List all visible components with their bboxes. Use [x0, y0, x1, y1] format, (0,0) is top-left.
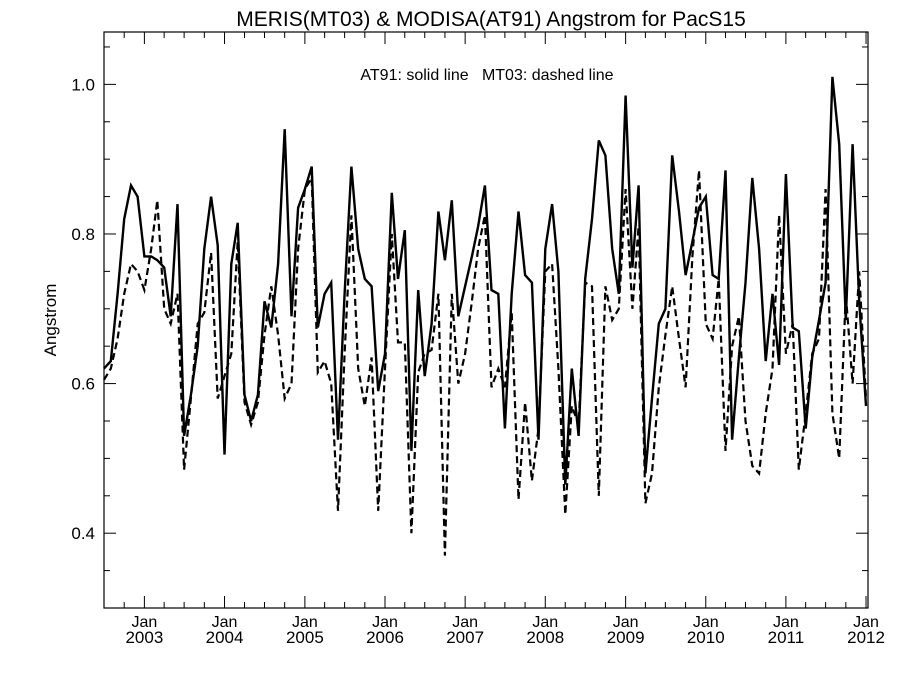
x-tick-year-label: 2006: [366, 628, 404, 647]
chart-title: MERIS(MT03) & MODISA(AT91) Angstrom for …: [236, 8, 746, 31]
series-line-mt03: [103, 170, 868, 556]
series-legend-annotation: AT91: solid line MT03: dashed line: [360, 67, 613, 84]
x-tick-month-label: Jan: [292, 614, 318, 631]
x-tick-month-label: Jan: [613, 614, 639, 631]
tick-labels: 0.40.60.81.0Jan2003Jan2004Jan2005Jan2006…: [71, 75, 885, 647]
y-axis-label: Angstrom: [41, 284, 60, 357]
x-tick-month-label: Jan: [532, 614, 558, 631]
y-tick-label: 0.4: [71, 524, 95, 543]
x-tick-month-label: Jan: [452, 614, 478, 631]
x-tick-year-label: 2004: [206, 628, 244, 647]
x-tick-month-label: Jan: [773, 614, 799, 631]
x-tick-month-label: Jan: [693, 614, 719, 631]
x-tick-year-label: 2009: [607, 628, 645, 647]
x-tick-year-label: 2005: [286, 628, 324, 647]
x-tick-month-label: Jan: [372, 614, 398, 631]
x-tick-year-label: 2012: [847, 628, 885, 647]
y-tick-label: 0.8: [71, 225, 95, 244]
x-tick-month-label: Jan: [131, 614, 157, 631]
series-lines: [103, 76, 868, 556]
x-tick-year-label: 2008: [526, 628, 564, 647]
x-tick-year-label: 2011: [768, 628, 805, 647]
x-tick-month-label: Jan: [853, 614, 879, 631]
y-tick-label: 0.6: [71, 375, 95, 394]
plot-frame: [103, 31, 869, 609]
axis-ticks: [103, 32, 868, 609]
x-tick-year-label: 2010: [687, 628, 725, 647]
y-tick-label: 1.0: [71, 75, 95, 94]
series-line-at91: [103, 76, 868, 485]
x-tick-year-label: 2003: [125, 628, 163, 647]
x-tick-year-label: 2007: [446, 628, 484, 647]
x-tick-month-label: Jan: [212, 614, 238, 631]
